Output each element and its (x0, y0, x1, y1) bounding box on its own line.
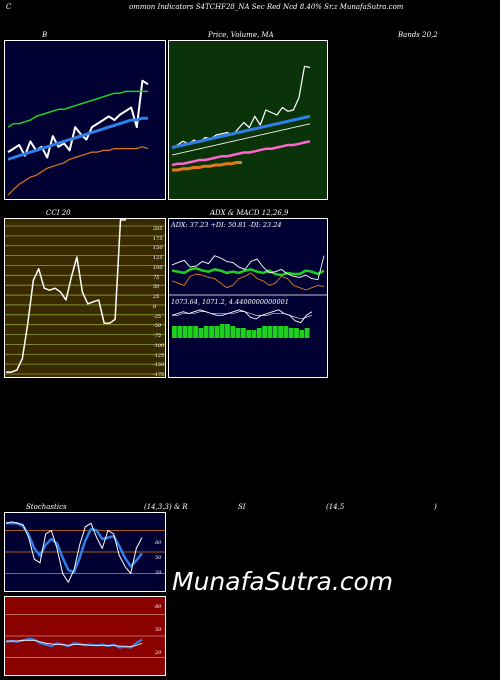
macd-histogram-bar (294, 328, 299, 338)
macd-histogram-bar (177, 326, 183, 338)
cci-title: CCI 20 (46, 209, 71, 217)
tick-label: -100 (153, 342, 165, 349)
adx-line (171, 267, 325, 277)
price-line (7, 79, 149, 159)
adx-macd-title: ADX & MACD 12,26,9 (210, 209, 289, 217)
tick-label: 0 (153, 303, 157, 310)
tick-label: 205 (153, 226, 163, 232)
tick-label: -75 (153, 333, 162, 340)
macd-histogram-bar (251, 330, 257, 338)
tick-label: -175 (153, 372, 165, 378)
macd-histogram-bar (283, 326, 289, 338)
rsi-panel (4, 596, 166, 676)
ma-line-1 (171, 114, 311, 149)
tick-label: -150 (153, 362, 165, 369)
macd-histogram-bar (256, 328, 262, 338)
tick-label: -125 (153, 352, 165, 359)
middle-band-line (7, 116, 148, 161)
macd-histogram-bar (235, 328, 241, 338)
volume-line (172, 161, 242, 172)
rsi-title: SI (238, 503, 246, 511)
bollinger-title: B (42, 31, 48, 39)
rsi-params: (14,5 (326, 503, 345, 511)
minus-di-line (171, 272, 325, 291)
macd-histogram-bar (241, 328, 246, 338)
macd-histogram-bar (187, 326, 193, 338)
stoch-title: Stochastics (26, 503, 67, 511)
upper-band-line (7, 90, 148, 128)
macd-histogram-bar (246, 330, 252, 338)
cci-line (6, 219, 126, 373)
tick-label: 50 (155, 555, 162, 561)
macd-histogram-bar (214, 326, 220, 338)
stoch-d-line (6, 521, 143, 574)
lower-band-line (7, 146, 149, 196)
tick-label: -25 (153, 313, 162, 320)
macd-histogram-bar (230, 326, 236, 338)
macd-histogram-bar (278, 326, 283, 338)
macd-histogram-bar (182, 326, 188, 338)
macd-histogram-bar (288, 328, 294, 338)
stoch-params: (14,3,3) & R (144, 503, 188, 511)
macd-histogram-bar (203, 326, 209, 338)
macd-histogram-bar (172, 326, 177, 338)
tick-label: 50 (153, 284, 160, 291)
signal-line (172, 311, 313, 320)
adx-values: ADX: 37.23 +DI: 50.81 -DI: 23.24 (171, 221, 282, 229)
macd-histogram-bar (209, 326, 214, 338)
tick-label: 20 (155, 650, 162, 656)
macd-histogram-bar (262, 326, 267, 338)
rsi-signal-line (6, 639, 143, 648)
tick-label: -50 (153, 323, 162, 330)
cci-panel (4, 218, 166, 378)
macd-values: 1073.64, 1071.2, 4.4400000000001 (171, 298, 289, 306)
macd-histogram-bar (304, 328, 310, 338)
bands-title: Bands 20,2 (398, 31, 438, 39)
tick-label: 125 (153, 255, 163, 262)
tick-label: 80 (155, 604, 162, 610)
macd-histogram-bar (193, 326, 198, 338)
price-ma-title: Price, Volume, MA (208, 31, 274, 39)
plus-di-line (171, 255, 325, 281)
tick-label: 25 (153, 294, 160, 301)
macd-histogram-bar (267, 326, 273, 338)
header-left: C (6, 3, 12, 11)
bollinger-panel (4, 40, 166, 200)
tick-label: 20 (155, 570, 162, 576)
panel-background (168, 218, 328, 378)
rsi-line (5, 637, 143, 649)
tick-label: 75 (153, 274, 160, 281)
ma-line-3 (171, 140, 311, 167)
macd-histogram-bar (299, 330, 305, 338)
price-line (171, 65, 311, 149)
panel-background (168, 40, 328, 200)
rsi-params-close: ) (434, 503, 437, 511)
tick-label: 175 (153, 235, 163, 242)
price-ma-panel (168, 40, 328, 200)
adx-panel (168, 218, 328, 378)
stoch-k-line (5, 521, 143, 583)
stochastics-panel (4, 512, 166, 592)
ma-line-2 (171, 123, 311, 156)
macd-histogram-bar (225, 324, 230, 338)
tick-label: 100 (153, 264, 163, 271)
header-title: ommon Indicators S4TCHF28_NA Sec Red Ncd… (129, 3, 404, 11)
macd-histogram-bar (198, 328, 204, 338)
macd-histogram-bar (219, 324, 225, 338)
tick-label: 150 (153, 245, 163, 252)
tick-label: 80 (155, 540, 162, 546)
macd-histogram-bar (272, 326, 278, 338)
tick-label: 50 (155, 627, 162, 633)
watermark: MunafaSutra.com (172, 567, 394, 596)
